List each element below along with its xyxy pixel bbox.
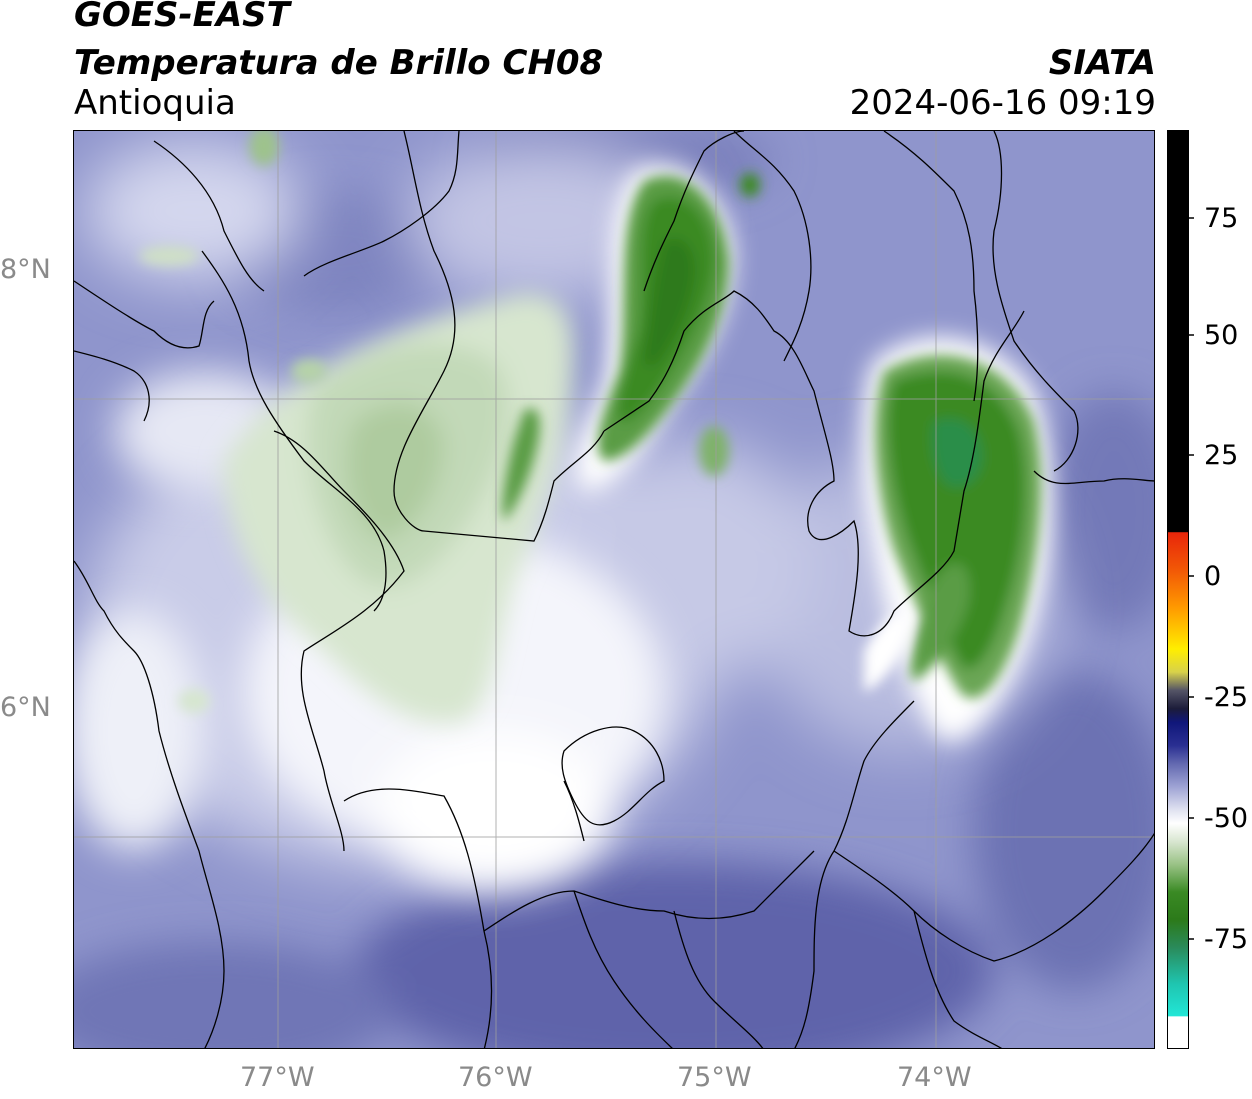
border-line bbox=[563, 780, 585, 842]
lon-label-77w: 77°W bbox=[240, 1062, 315, 1093]
border-line bbox=[913, 910, 1003, 1048]
lat-label-6n: 6°N bbox=[0, 692, 51, 723]
green-patch bbox=[139, 246, 199, 266]
convective-cell bbox=[740, 173, 760, 197]
colorbar bbox=[1167, 130, 1189, 1049]
lon-label-75w: 75°W bbox=[677, 1062, 752, 1093]
lat-label-8n: 8°N bbox=[0, 254, 51, 285]
border-line bbox=[603, 290, 1025, 637]
border-line bbox=[483, 850, 815, 932]
colorbar-gradient bbox=[1168, 131, 1188, 1048]
green-patch bbox=[178, 689, 210, 713]
green-patch bbox=[249, 131, 279, 166]
datetime-label: 2024-06-16 09:19 bbox=[849, 83, 1156, 123]
white-region bbox=[374, 731, 614, 891]
border-line bbox=[992, 131, 1079, 472]
convective-streak bbox=[502, 408, 540, 521]
convective-core-east bbox=[888, 371, 1026, 669]
dark-region bbox=[74, 941, 394, 1048]
border-line bbox=[1033, 470, 1154, 485]
colorbar-tick-marks bbox=[1188, 217, 1194, 940]
border-line bbox=[393, 131, 605, 542]
border-line bbox=[833, 832, 1154, 962]
light-region bbox=[84, 141, 304, 281]
lon-label-74w: 74°W bbox=[897, 1062, 972, 1093]
coastline bbox=[74, 350, 150, 422]
coastline bbox=[153, 140, 265, 292]
colorbar-tick-50: 50 bbox=[1204, 320, 1239, 351]
white-region bbox=[74, 611, 204, 851]
colorbar-tick-0: 0 bbox=[1204, 561, 1222, 592]
dark-region bbox=[354, 861, 994, 1048]
colorbar-tick-minus50: -50 bbox=[1204, 803, 1249, 834]
lon-label-76w: 76°W bbox=[458, 1062, 533, 1093]
convective-tail bbox=[910, 563, 970, 681]
map-canvas bbox=[74, 131, 1154, 1048]
green-patch bbox=[291, 359, 327, 383]
region-label: Antioquia bbox=[74, 83, 236, 123]
border-line bbox=[643, 131, 745, 292]
border-line bbox=[561, 726, 665, 826]
colorbar-tick-75: 75 bbox=[1204, 203, 1239, 234]
border-line bbox=[573, 890, 673, 1048]
dark-region bbox=[1044, 391, 1154, 631]
border-line bbox=[273, 430, 405, 852]
cloud-pale-green bbox=[345, 403, 444, 541]
border-line bbox=[303, 131, 460, 277]
colorbar-fill bbox=[1168, 131, 1188, 1048]
title-product: Temperatura de Brillo CH08 bbox=[74, 43, 604, 83]
colorbar-tick-25: 25 bbox=[1204, 440, 1239, 471]
coastline bbox=[201, 250, 387, 612]
border-line bbox=[673, 910, 764, 1048]
border-line bbox=[343, 788, 493, 1048]
colorbar-tick-minus25: -25 bbox=[1204, 682, 1249, 713]
coastline bbox=[74, 560, 225, 1048]
border-line bbox=[733, 131, 812, 362]
border-line bbox=[794, 700, 915, 1048]
organization-label: SIATA bbox=[1048, 43, 1156, 83]
green-patch bbox=[699, 426, 729, 476]
border-line bbox=[883, 131, 979, 402]
colorbar-tick-minus75: -75 bbox=[1204, 924, 1249, 955]
dark-region bbox=[974, 671, 1154, 991]
coastline bbox=[74, 280, 215, 349]
convective-core-north bbox=[643, 238, 695, 367]
title-satellite: GOES-EAST bbox=[74, 0, 290, 35]
brightness-temperature-map[interactable] bbox=[73, 130, 1155, 1049]
